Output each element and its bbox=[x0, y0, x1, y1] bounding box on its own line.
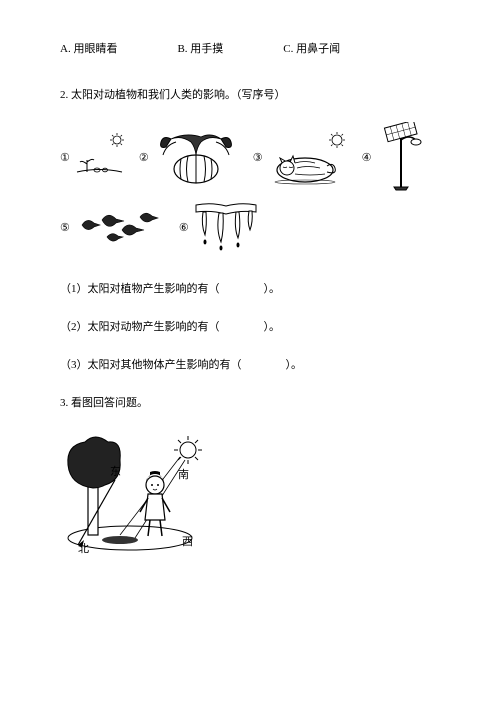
illus-birds bbox=[72, 205, 167, 250]
label-east: 东 bbox=[110, 465, 121, 478]
option-a: A. 用眼睛看 bbox=[60, 40, 117, 56]
option-c: C. 用鼻子闻 bbox=[283, 40, 340, 56]
img-cell-1: ① bbox=[60, 132, 127, 182]
q2-sub2: （2）太阳对动物产生影响的有（ ）。 bbox=[60, 318, 440, 334]
num-2: ② bbox=[139, 151, 149, 164]
num-6: ⑥ bbox=[179, 221, 189, 234]
q2-images: ① ② bbox=[60, 122, 440, 255]
q2-sub3: （3）太阳对其他物体产生影响的有（ ）。 bbox=[60, 356, 440, 372]
label-west: 西 bbox=[182, 536, 193, 548]
option-b: B. 用手摸 bbox=[177, 40, 223, 56]
img-cell-6: ⑥ bbox=[179, 200, 261, 255]
img-cell-3: ③ bbox=[253, 130, 350, 185]
label-south: 南 bbox=[178, 468, 189, 481]
illus-pumpkin bbox=[151, 127, 241, 187]
img-cell-5: ⑤ bbox=[60, 205, 167, 250]
option-row: A. 用眼睛看 B. 用手摸 C. 用鼻子闻 bbox=[60, 40, 440, 56]
q2-text: 2. 太阳对动植物和我们人类的影响。（写序号） bbox=[60, 86, 440, 102]
img-cell-2: ② bbox=[139, 127, 241, 187]
illus-sprout bbox=[72, 132, 127, 182]
illus-lamp bbox=[374, 122, 429, 192]
num-4: ④ bbox=[362, 151, 372, 164]
illus-cat bbox=[265, 130, 350, 185]
num-1: ① bbox=[60, 151, 70, 164]
num-3: ③ bbox=[253, 151, 263, 164]
num-5: ⑤ bbox=[60, 221, 70, 234]
q2-sub1: （1）太阳对植物产生影响的有（ ）。 bbox=[60, 280, 440, 296]
q3-text: 3. 看图回答问题。 bbox=[60, 394, 440, 410]
img-cell-4: ④ bbox=[362, 122, 429, 192]
q3-illustration: 东 南 西 北 bbox=[60, 430, 440, 560]
illus-icicles bbox=[191, 200, 261, 255]
